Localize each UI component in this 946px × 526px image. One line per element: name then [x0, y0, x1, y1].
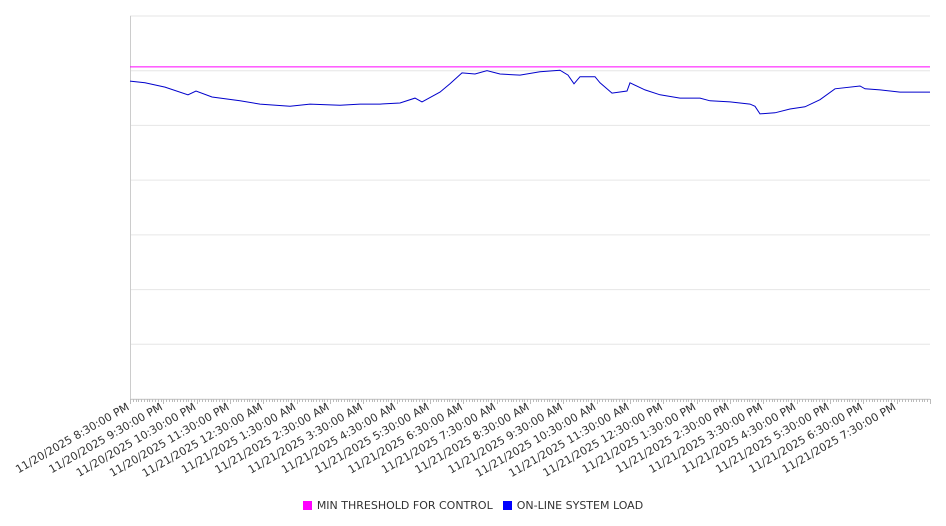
legend-label-threshold: MIN THRESHOLD FOR CONTROL	[316, 499, 493, 512]
legend-swatch-threshold	[302, 501, 312, 510]
series-line-system-load	[129, 69, 930, 115]
legend-swatch-load	[502, 501, 512, 510]
legend-label-load: ON-LINE SYSTEM LOAD	[516, 499, 644, 512]
legend-item-threshold[interactable]: MIN THRESHOLD FOR CONTROL	[302, 499, 493, 512]
legend: MIN THRESHOLD FOR CONTROL ON-LINE SYSTEM…	[0, 499, 946, 512]
legend-item-load[interactable]: ON-LINE SYSTEM LOAD	[502, 499, 644, 512]
